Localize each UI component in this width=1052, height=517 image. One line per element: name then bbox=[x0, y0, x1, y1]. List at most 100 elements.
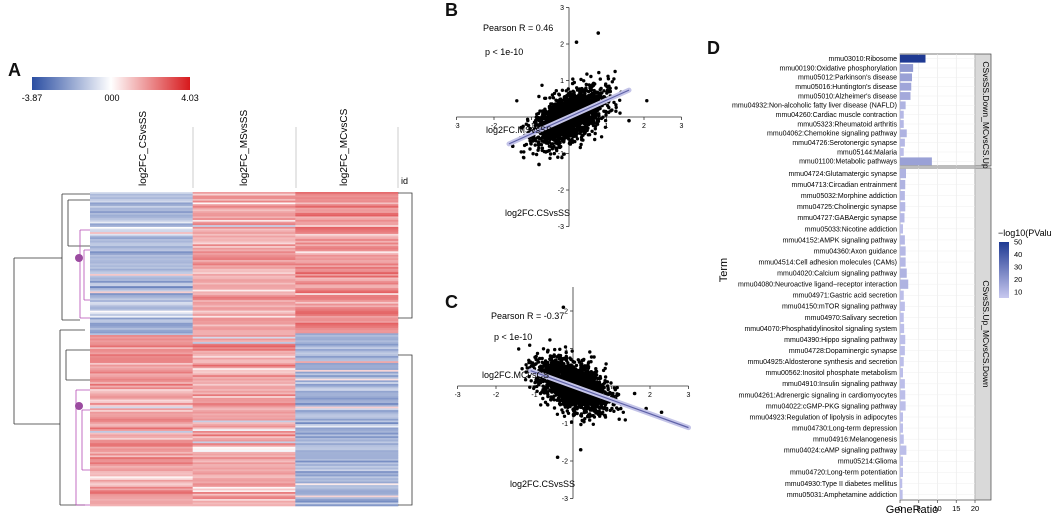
heatmap-cell bbox=[90, 260, 193, 263]
heatmap-cell bbox=[192, 502, 296, 505]
heatmap-cell bbox=[192, 244, 296, 247]
heatmap-cell bbox=[192, 221, 296, 224]
heatmap-cell bbox=[192, 301, 296, 304]
heatmap-cell bbox=[295, 284, 399, 287]
heatmap-cell bbox=[90, 404, 193, 407]
heatmap-cell bbox=[295, 490, 399, 493]
heatmap-cell bbox=[90, 444, 193, 447]
heatmap-cell bbox=[192, 425, 296, 428]
heatmap-cell bbox=[90, 376, 193, 379]
heatmap-cell bbox=[295, 467, 399, 470]
heatmap-cell bbox=[295, 321, 399, 324]
heatmap-cell bbox=[192, 361, 296, 364]
x-tick-label: 15 bbox=[952, 504, 960, 513]
heatmap-cell bbox=[192, 218, 296, 221]
heatmap-cell bbox=[295, 260, 399, 263]
bar-ylabel: Term bbox=[718, 258, 730, 282]
heatmap-cell bbox=[295, 417, 399, 420]
heatmap-cell bbox=[90, 303, 193, 306]
heatmap-cell bbox=[192, 232, 296, 235]
bar bbox=[900, 368, 903, 378]
heatmap-cell bbox=[295, 387, 399, 390]
heatmap-cell bbox=[90, 457, 193, 460]
heatmap-cell bbox=[295, 432, 399, 435]
heatmap-cell bbox=[295, 340, 399, 343]
heatmap-cell bbox=[90, 284, 193, 287]
panel-label-d: D bbox=[707, 38, 720, 58]
heatmap-cell bbox=[295, 450, 399, 453]
heatmap-cell bbox=[295, 298, 399, 301]
heatmap-cell bbox=[192, 347, 296, 350]
heatmap-cell bbox=[192, 308, 296, 311]
heatmap-cell bbox=[295, 485, 399, 488]
bar bbox=[900, 191, 905, 201]
heatmap-cell bbox=[90, 446, 193, 449]
heatmap-cell bbox=[90, 464, 193, 467]
heatmap-cell bbox=[192, 282, 296, 285]
scatter-c-y-tick-label: 2 bbox=[564, 309, 568, 316]
column-label-2: log2FC_MSvsSS bbox=[239, 110, 250, 186]
heatmap-cell bbox=[192, 362, 296, 365]
bar bbox=[900, 148, 904, 156]
heatmap-cell bbox=[90, 267, 193, 270]
x-tick-label: 0 bbox=[898, 504, 902, 513]
heatmap-cell bbox=[295, 392, 399, 395]
heatmap-cell bbox=[192, 287, 296, 290]
heatmap-cell bbox=[192, 293, 296, 296]
bar bbox=[900, 401, 906, 411]
heatmap-cell bbox=[90, 315, 193, 318]
heatmap-cell bbox=[90, 448, 193, 451]
heatmap-cell bbox=[90, 403, 193, 406]
heatmap-cell bbox=[295, 310, 399, 313]
scatter-b-point bbox=[627, 118, 631, 123]
scatter-b-fit-line bbox=[508, 89, 630, 145]
heatmap-cell bbox=[192, 230, 296, 233]
bar bbox=[900, 345, 905, 356]
heatmap-cell bbox=[295, 411, 399, 414]
term-label: mmu04360:Axon guidance bbox=[814, 248, 897, 255]
scatter-c-xlabel: log2FC.CSvsSS bbox=[510, 479, 575, 489]
heatmap-cell bbox=[90, 350, 193, 353]
scatter-c-pearson: Pearson R = -0.37 bbox=[491, 311, 564, 321]
heatmap-cell bbox=[192, 251, 296, 254]
heatmap-cell bbox=[295, 434, 399, 437]
heatmap-cell bbox=[192, 242, 296, 245]
heatmap-cell bbox=[192, 424, 296, 427]
heatmap-cell bbox=[295, 422, 399, 425]
heatmap-cell bbox=[90, 434, 193, 437]
heatmap-cell bbox=[192, 289, 296, 292]
heatmap-cell bbox=[295, 329, 399, 332]
heatmap-cell bbox=[192, 371, 296, 374]
heatmap-cell bbox=[295, 345, 399, 348]
heatmap-cell bbox=[90, 319, 193, 322]
heatmap-cell bbox=[295, 270, 399, 273]
heatmap-cell bbox=[295, 437, 399, 441]
scatter-c-y-tick-label: 1 bbox=[564, 346, 568, 353]
scatter-b-y-tick-label: -1 bbox=[558, 151, 564, 158]
heatmap-cell bbox=[192, 444, 296, 447]
term-label: mmu05010:Alzheimer's disease bbox=[798, 93, 897, 100]
heatmap-cell bbox=[90, 430, 193, 434]
heatmap-cell bbox=[192, 225, 296, 228]
heatmap-cell bbox=[295, 315, 399, 318]
heatmap-cell bbox=[90, 486, 193, 489]
bar bbox=[900, 412, 903, 422]
heatmap-cell bbox=[192, 397, 296, 400]
heatmap-cell bbox=[192, 226, 296, 229]
heatmap-cell bbox=[90, 492, 193, 495]
heatmap-cell bbox=[90, 479, 193, 482]
heatmap-cell bbox=[192, 359, 296, 362]
term-label: mmu04260:Cardiac muscle contraction bbox=[776, 112, 897, 119]
heatmap-cell bbox=[192, 214, 296, 217]
heatmap-cell bbox=[90, 258, 193, 261]
heatmap-cell bbox=[90, 218, 193, 221]
heatmap-cell bbox=[90, 411, 193, 414]
heatmap-cell bbox=[192, 239, 296, 242]
heatmap-cell bbox=[295, 324, 399, 327]
heatmap-cell bbox=[295, 237, 399, 240]
heatmap-cell bbox=[90, 301, 193, 304]
scatter-b-x-tick-label: -2 bbox=[491, 123, 497, 130]
heatmap-cell bbox=[295, 254, 399, 257]
